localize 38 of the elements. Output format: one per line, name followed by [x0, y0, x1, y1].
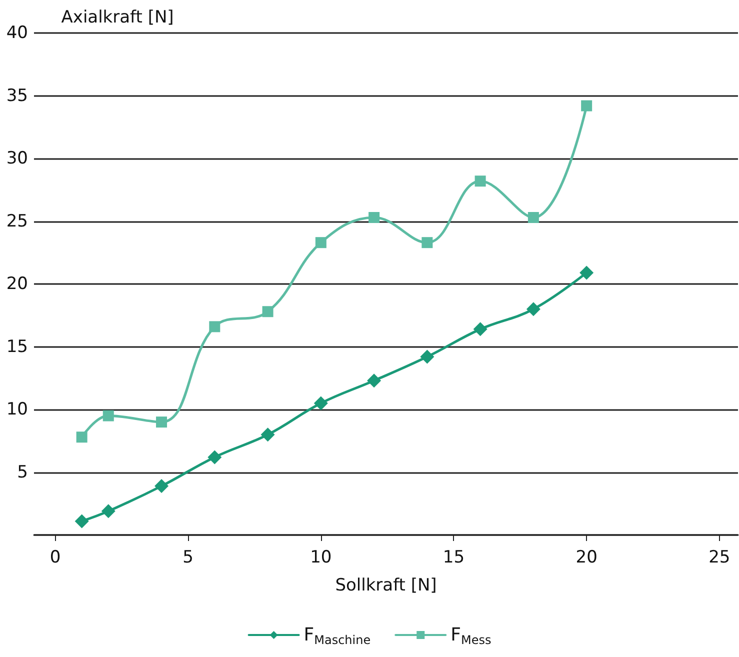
y-tick-label: 35: [6, 86, 28, 106]
point: [368, 212, 380, 223]
point: [156, 416, 168, 428]
point: [314, 396, 328, 410]
point: [154, 479, 169, 494]
point: [101, 504, 116, 518]
x-tick-label: 0: [50, 548, 61, 568]
point: [422, 237, 433, 248]
y-axis-title: Axialkraft [N]: [61, 8, 174, 28]
y-tick-label: 20: [6, 274, 28, 294]
point: [76, 432, 88, 443]
y-tick-label: 5: [17, 462, 28, 482]
point: [102, 410, 114, 422]
x-tick-label: 20: [576, 548, 598, 568]
point: [315, 237, 326, 248]
point: [209, 321, 220, 332]
point: [208, 450, 222, 464]
y-tick-label: 15: [6, 336, 28, 357]
x-tick-label: 10: [310, 548, 332, 568]
point: [473, 322, 488, 336]
point: [580, 266, 594, 280]
y-tick-label: 40: [6, 23, 28, 43]
point: [260, 428, 275, 442]
x-tick-label: 25: [708, 548, 730, 568]
point: [474, 176, 486, 187]
point: [528, 212, 539, 223]
y-tick-label: 10: [6, 400, 28, 420]
point: [74, 514, 89, 528]
x-tick-label: 5: [182, 548, 194, 568]
point: [526, 302, 540, 316]
x-axis-title: Sollkraft [N]: [335, 576, 437, 596]
point: [367, 374, 382, 388]
y-tick-label: 30: [6, 148, 28, 168]
y-tick-label: 25: [6, 211, 28, 232]
point: [581, 100, 592, 112]
point: [262, 306, 274, 318]
point: [420, 350, 434, 364]
x-tick-label: 15: [442, 548, 465, 568]
